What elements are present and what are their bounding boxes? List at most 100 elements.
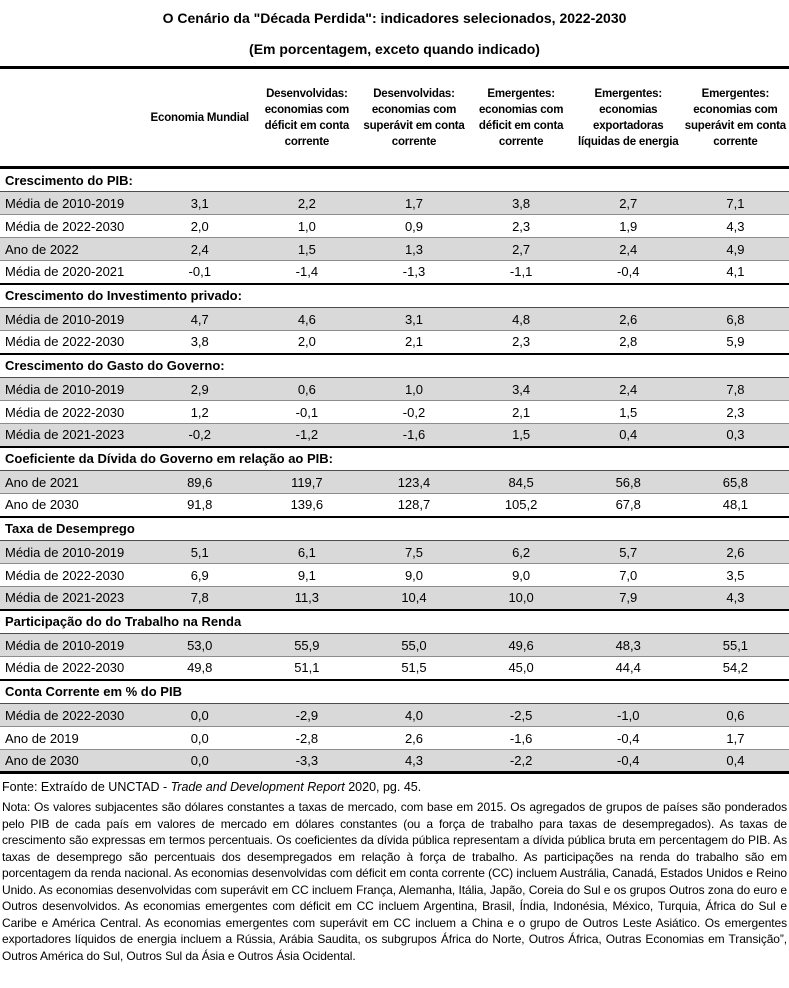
data-cell: 7,5 [404,544,424,560]
data-cell: 1,7 [726,730,745,746]
row-label: Média de 2010-2019 [5,195,125,211]
column-header-developed-surplus: Desenvolvidas: economias com superávit e… [363,87,465,148]
row-label: Ano de 2021 [5,474,79,490]
data-cell: 1,5 [297,241,316,257]
data-cell: 89,6 [187,474,213,490]
section-header-label: Crescimento do Investimento privado: [5,288,242,304]
data-cell: 48,1 [722,497,749,513]
row-label: Média de 2010-2019 [5,311,125,327]
data-cell: -1,6 [402,427,426,443]
note-text: Nota: Os valores subjacentes são dólares… [2,800,787,963]
data-cell: 2,3 [726,404,745,420]
table-row: Média de 2010-2019 53,0 55,9 55,0 49,6 48,3 55… [0,633,789,657]
data-cell: 84,5 [508,474,534,490]
data-cell: 2,6 [726,544,745,560]
row-label: Média de 2022-2030 [5,707,125,723]
table-section: Taxa de Desemprego Média de 2010-2019 5,1 6… [0,516,789,610]
table-row: Média de 2022-2030 2,0 1,0 0,9 2,3 1,9 4,3 [0,215,789,238]
table-row: Média de 2022-2030 0,0 -2,9 4,0 -2,5 -1,0 0,6 [0,703,789,727]
row-label: Ano de 2030 [5,753,79,768]
column-header-emerging-energy-exporters: Emergentes: economias exportadoras líqui… [578,87,679,148]
table-row: Média de 2022-2030 1,2 -0,1 -0,2 2,1 1,5 2,3 [0,401,789,424]
data-cell: 6,9 [190,567,209,583]
row-label: Média de 2022-2030 [5,334,125,350]
row-label: Média de 2022-2030 [5,218,125,234]
data-cell: 0,6 [297,381,316,397]
data-cell: 4,3 [726,590,745,606]
table-row: Média de 2021-2023 -0,2 -1,2 -1,6 1,5 0,4 0,3 [0,423,789,447]
data-cell: 0,0 [190,707,209,723]
data-cell: 1,5 [512,427,531,443]
data-cell: 2,2 [297,195,316,211]
column-header-emerging-deficit: Emergentes: economias com déficit em con… [478,87,564,148]
data-cell: 5,9 [726,334,745,350]
data-cell: 0,6 [726,707,745,723]
data-cell: -0,1 [295,404,319,420]
table-section: Crescimento do Gasto do Governo: Média de… [0,353,789,447]
data-cell: 44,4 [615,660,641,676]
table-row: Média de 2022-2030 3,8 2,0 2,1 2,3 2,8 5,9 [0,331,789,354]
data-cell: 7,1 [726,195,745,211]
data-cell: 10,4 [401,590,427,606]
data-cell: 0,0 [190,730,209,746]
column-header-developed-deficit: Desenvolvidas: economias com déficit em … [264,87,350,148]
data-cell: 51,5 [401,660,427,676]
source-suffix: 2020, pg. 45. [344,780,422,794]
data-cell: 6,2 [512,544,531,560]
table-section: Crescimento do Investimento privado: Médi… [0,283,789,354]
data-cell: 5,1 [190,544,209,560]
data-cell: 128,7 [397,497,431,513]
data-cell: -1,4 [295,264,319,280]
table-row: Média de 2010-2019 5,1 6,1 7,5 6,2 5,7 2,6 [0,540,789,564]
data-cell: -2,8 [295,730,319,746]
table-section: Coeficiente da Dívida do Governo em rela… [0,446,789,517]
data-cell: 1,3 [404,241,424,257]
data-cell: 7,9 [619,590,638,606]
section-header-row: Crescimento do Investimento privado: [0,284,789,308]
table-row: Média de 2022-2030 6,9 9,1 9,0 9,0 7,0 3,5 [0,564,789,587]
data-cell: -2,2 [509,753,533,768]
data-cell: -0,4 [617,730,640,746]
row-label: Média de 2022-2030 [5,567,125,583]
row-label: Ano de 2022 [5,241,79,257]
data-cell: 2,1 [404,334,424,350]
section-header-row: Crescimento do PIB: [0,168,789,192]
data-cell: 6,1 [297,544,316,560]
table-row: Média de 2022-2030 49,8 51,1 51,5 45,0 44,4 54… [0,657,789,680]
table-row: Ano de 2019 0,0 -2,8 2,6 -1,6 -0,4 1,7 [0,727,789,750]
data-cell: -1,3 [402,264,426,280]
data-cell: 1,2 [190,404,209,420]
data-cell: 2,1 [512,404,531,420]
row-label-header [0,68,146,168]
table-row: Média de 2010-2019 2,9 0,6 1,0 3,4 2,4 7,8 [0,377,789,401]
data-cell: 1,7 [404,195,424,211]
row-label: Média de 2010-2019 [5,381,125,397]
row-label: Média de 2021-2023 [5,590,125,606]
data-cell: -1,6 [509,730,533,746]
data-cell: -2,9 [295,707,319,723]
data-cell: 7,8 [726,381,745,397]
data-cell: 4,1 [726,264,745,280]
data-cell: 49,6 [508,637,534,653]
data-cell: -1,0 [617,707,640,723]
data-cell: 5,7 [619,544,638,560]
data-cell: -0,4 [617,753,640,768]
data-cell: 6,8 [726,311,745,327]
data-cell: 9,1 [297,567,316,583]
row-label: Média de 2022-2030 [5,404,125,420]
data-cell: 3,1 [404,311,424,327]
data-cell: 91,8 [187,497,213,513]
data-cell: 9,0 [404,567,424,583]
section-header-row: Conta Corrente em % do PIB [0,680,789,704]
source-report-title: Trade and Development Report [170,780,345,794]
data-cell: 2,6 [404,730,424,746]
data-cell: 4,0 [404,707,424,723]
table-row: Ano de 2022 2,4 1,5 1,3 2,7 2,4 4,9 [0,237,789,261]
data-cell: 11,3 [294,590,320,606]
data-cell: -2,5 [509,707,533,723]
data-cell: 4,9 [726,241,745,257]
page-title: O Cenário da "Década Perdida": indicador… [162,10,627,26]
section-header-label: Crescimento do Gasto do Governo: [5,358,225,374]
data-cell: 4,3 [404,753,424,768]
table-row: Média de 2021-2023 7,8 11,3 10,4 10,0 7,9 4,3 [0,586,789,610]
